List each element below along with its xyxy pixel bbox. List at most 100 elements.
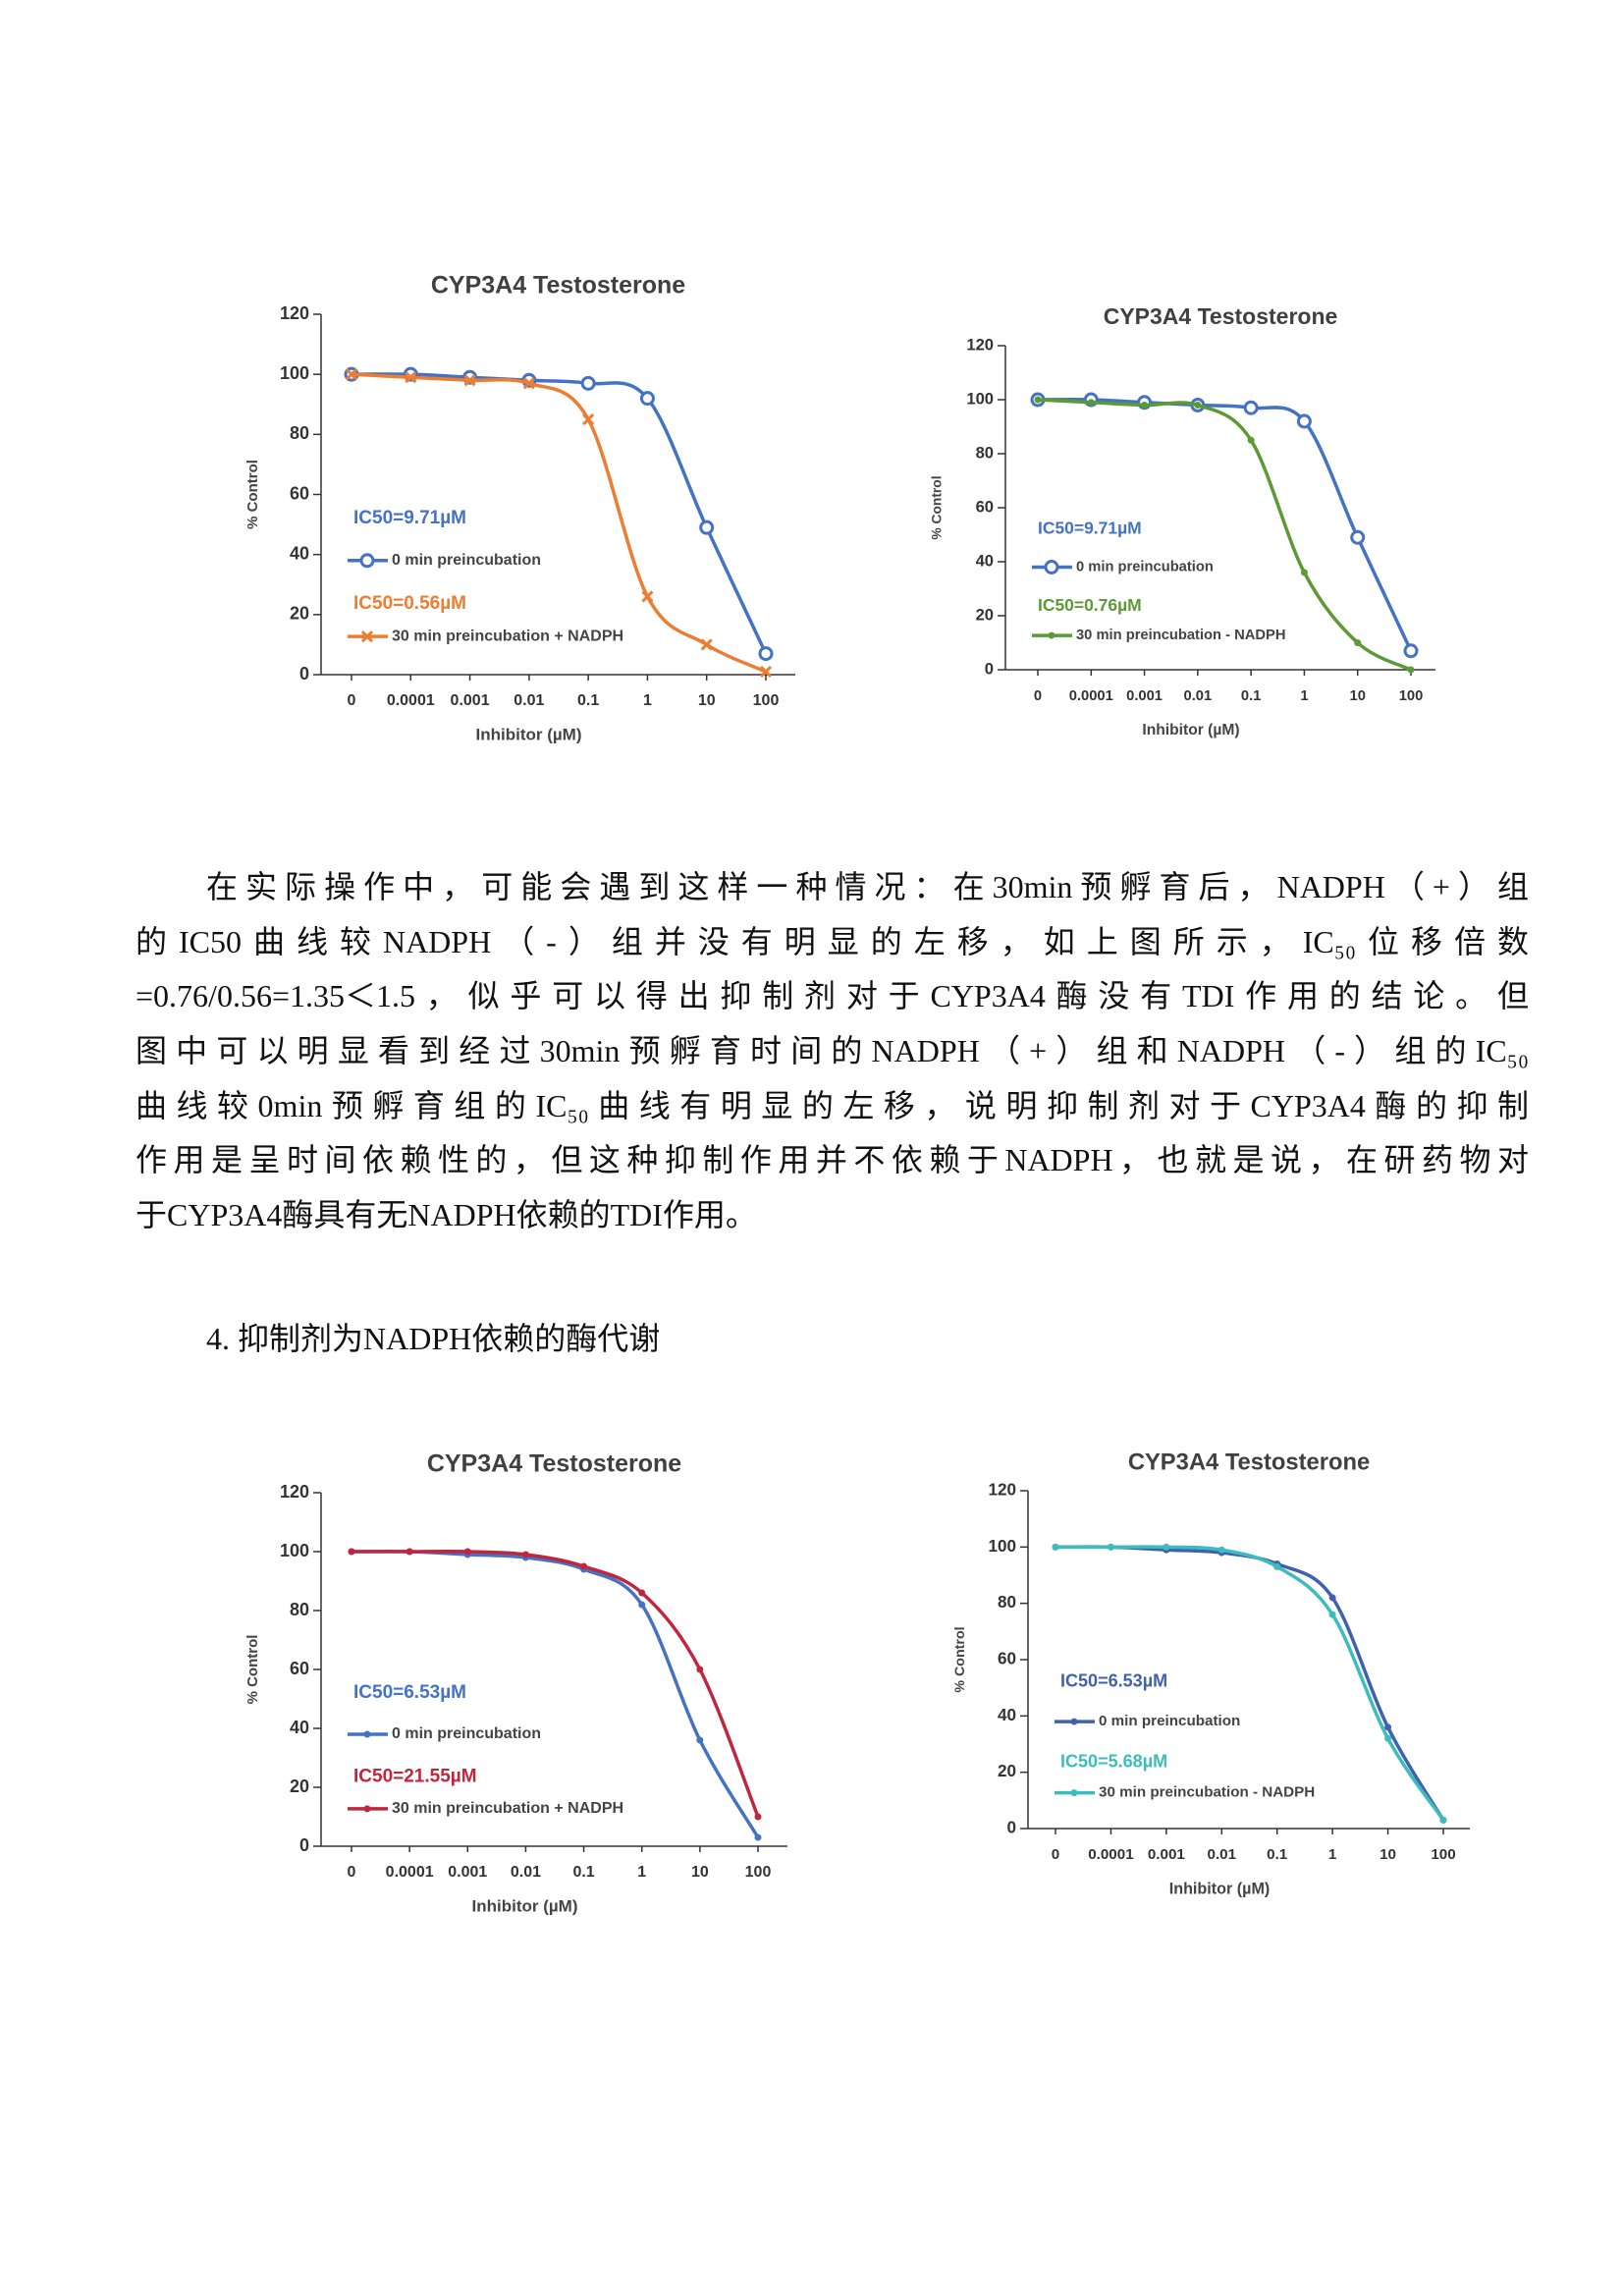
ic50-annotation: IC50=0.76µM bbox=[1038, 595, 1142, 615]
marker bbox=[758, 646, 774, 662]
marker bbox=[1243, 400, 1259, 415]
y-tick-label: 100 bbox=[988, 1537, 1016, 1556]
marker bbox=[405, 371, 417, 384]
x-tick-label: 0 bbox=[1052, 1846, 1059, 1863]
x-tick-label: 1 bbox=[1300, 688, 1308, 704]
marker bbox=[1328, 1594, 1336, 1602]
x-axis-label: Inhibitor (µM) bbox=[472, 1896, 578, 1915]
text-line: 在实际操作中，可能会遇到这样一种情况：在30min预孵育后，NADPH（+）组 bbox=[206, 869, 1529, 904]
marker bbox=[1439, 1816, 1447, 1824]
marker bbox=[582, 412, 595, 426]
x-tick-label: 100 bbox=[1431, 1846, 1455, 1863]
marker bbox=[700, 638, 713, 651]
marker bbox=[1273, 1562, 1281, 1570]
y-tick-label: 20 bbox=[290, 604, 309, 624]
y-tick-label: 120 bbox=[280, 1482, 309, 1502]
ic50-annotation: IC50=21.55µM bbox=[353, 1767, 477, 1787]
marker bbox=[1070, 1718, 1078, 1725]
ic50-annotation: IC50=6.53µM bbox=[1060, 1671, 1167, 1691]
x-tick-label: 0.0001 bbox=[1069, 688, 1113, 704]
x-tick-label: 1 bbox=[643, 692, 652, 709]
x-tick-label: 0.01 bbox=[1184, 688, 1213, 704]
x-axis-label: Inhibitor (µM) bbox=[476, 725, 582, 743]
y-tick-label: 0 bbox=[985, 659, 994, 678]
y-tick-label: 40 bbox=[976, 551, 994, 570]
marker bbox=[1407, 666, 1415, 674]
legend-label: 30 min preincubation - NADPH bbox=[1076, 628, 1285, 643]
x-tick-label: 0.0001 bbox=[1088, 1846, 1134, 1863]
marker bbox=[1048, 631, 1055, 639]
y-tick-label: 60 bbox=[290, 483, 309, 503]
x-tick-label: 0.001 bbox=[451, 692, 490, 709]
y-tick-label: 60 bbox=[976, 497, 994, 516]
x-tick-label: 0.01 bbox=[1208, 1846, 1237, 1863]
marker bbox=[1296, 413, 1312, 429]
x-tick-label: 0.1 bbox=[572, 1864, 594, 1881]
x-tick-label: 0 bbox=[348, 1864, 356, 1881]
y-tick-label: 40 bbox=[290, 1718, 309, 1737]
marker bbox=[363, 1730, 371, 1738]
marker bbox=[522, 377, 535, 390]
y-tick-label: 120 bbox=[966, 335, 994, 354]
y-tick-label: 20 bbox=[976, 605, 994, 624]
series-line bbox=[1037, 398, 1412, 672]
x-tick-label: 1 bbox=[1328, 1846, 1337, 1863]
marker bbox=[699, 519, 715, 535]
marker bbox=[1141, 402, 1149, 409]
y-tick-label: 100 bbox=[280, 1541, 309, 1560]
x-axis-label: Inhibitor (µM) bbox=[1142, 722, 1239, 738]
marker bbox=[360, 630, 374, 643]
y-tick-label: 40 bbox=[290, 543, 309, 563]
y-tick-label: 80 bbox=[290, 423, 309, 443]
ic50-annotation: IC50=0.56µM bbox=[353, 593, 466, 614]
legend-label: 30 min preincubation + NADPH bbox=[392, 628, 623, 644]
marker bbox=[754, 1833, 762, 1841]
x-tick-label: 0.0001 bbox=[387, 692, 435, 709]
x-tick-label: 100 bbox=[1399, 688, 1424, 704]
marker bbox=[759, 665, 773, 679]
legend-label: 30 min preincubation - NADPH bbox=[1099, 1784, 1315, 1801]
x-tick-label: 0 bbox=[348, 692, 356, 709]
x-tick-label: 10 bbox=[691, 1864, 709, 1881]
text-line: 于CYP3A4酶具有无NADPH依赖的TDI作用。 bbox=[135, 1197, 757, 1233]
legend-label: 0 min preincubation bbox=[392, 552, 541, 569]
marker bbox=[348, 1548, 355, 1556]
y-tick-label: 120 bbox=[988, 1481, 1016, 1500]
chart-title: CYP3A4 Testosterone bbox=[1104, 303, 1338, 329]
y-tick-label: 80 bbox=[998, 1593, 1016, 1612]
x-tick-label: 0.1 bbox=[577, 692, 599, 709]
x-tick-label: 0.1 bbox=[1267, 1846, 1288, 1863]
marker bbox=[580, 1562, 588, 1570]
y-tick-label: 0 bbox=[1006, 1819, 1016, 1837]
y-tick-label: 0 bbox=[299, 664, 309, 683]
marker bbox=[1070, 1789, 1078, 1797]
marker bbox=[1384, 1723, 1392, 1731]
marker bbox=[639, 391, 655, 407]
y-tick-label: 20 bbox=[290, 1777, 309, 1796]
y-tick-label: 20 bbox=[998, 1762, 1016, 1780]
section-heading: 4. 抑制剂为NADPH依赖的酶代谢 bbox=[206, 1321, 661, 1356]
marker bbox=[1354, 639, 1362, 646]
x-tick-label: 1 bbox=[637, 1864, 646, 1881]
text-line: 的IC50曲线较NADPH（-）组并没有明显的左移，如上图所示，IC₅₀位移倍数 bbox=[135, 923, 1529, 959]
y-tick-label: 40 bbox=[998, 1706, 1016, 1724]
marker bbox=[1087, 399, 1095, 407]
marker bbox=[696, 1666, 704, 1673]
marker bbox=[1217, 1546, 1225, 1554]
chart-title: CYP3A4 Testosterone bbox=[1128, 1449, 1370, 1475]
y-tick-label: 80 bbox=[976, 443, 994, 462]
y-tick-label: 60 bbox=[290, 1659, 309, 1678]
marker bbox=[641, 590, 654, 603]
paragraph: 在实际操作中，可能会遇到这样一种情况：在30min预孵育后，NADPH（+）组 … bbox=[135, 860, 1529, 1243]
marker bbox=[1163, 1543, 1170, 1551]
y-axis-label: % Control bbox=[930, 475, 945, 539]
legend-label: 0 min preincubation bbox=[392, 1725, 541, 1742]
x-tick-label: 0.01 bbox=[511, 1864, 541, 1881]
x-tick-label: 100 bbox=[753, 692, 780, 709]
x-tick-label: 0.001 bbox=[448, 1864, 487, 1881]
ic50-annotation: IC50=6.53µM bbox=[353, 1682, 466, 1703]
x-tick-label: 10 bbox=[1350, 688, 1366, 704]
marker bbox=[463, 1548, 471, 1556]
x-tick-label: 10 bbox=[1380, 1846, 1396, 1863]
